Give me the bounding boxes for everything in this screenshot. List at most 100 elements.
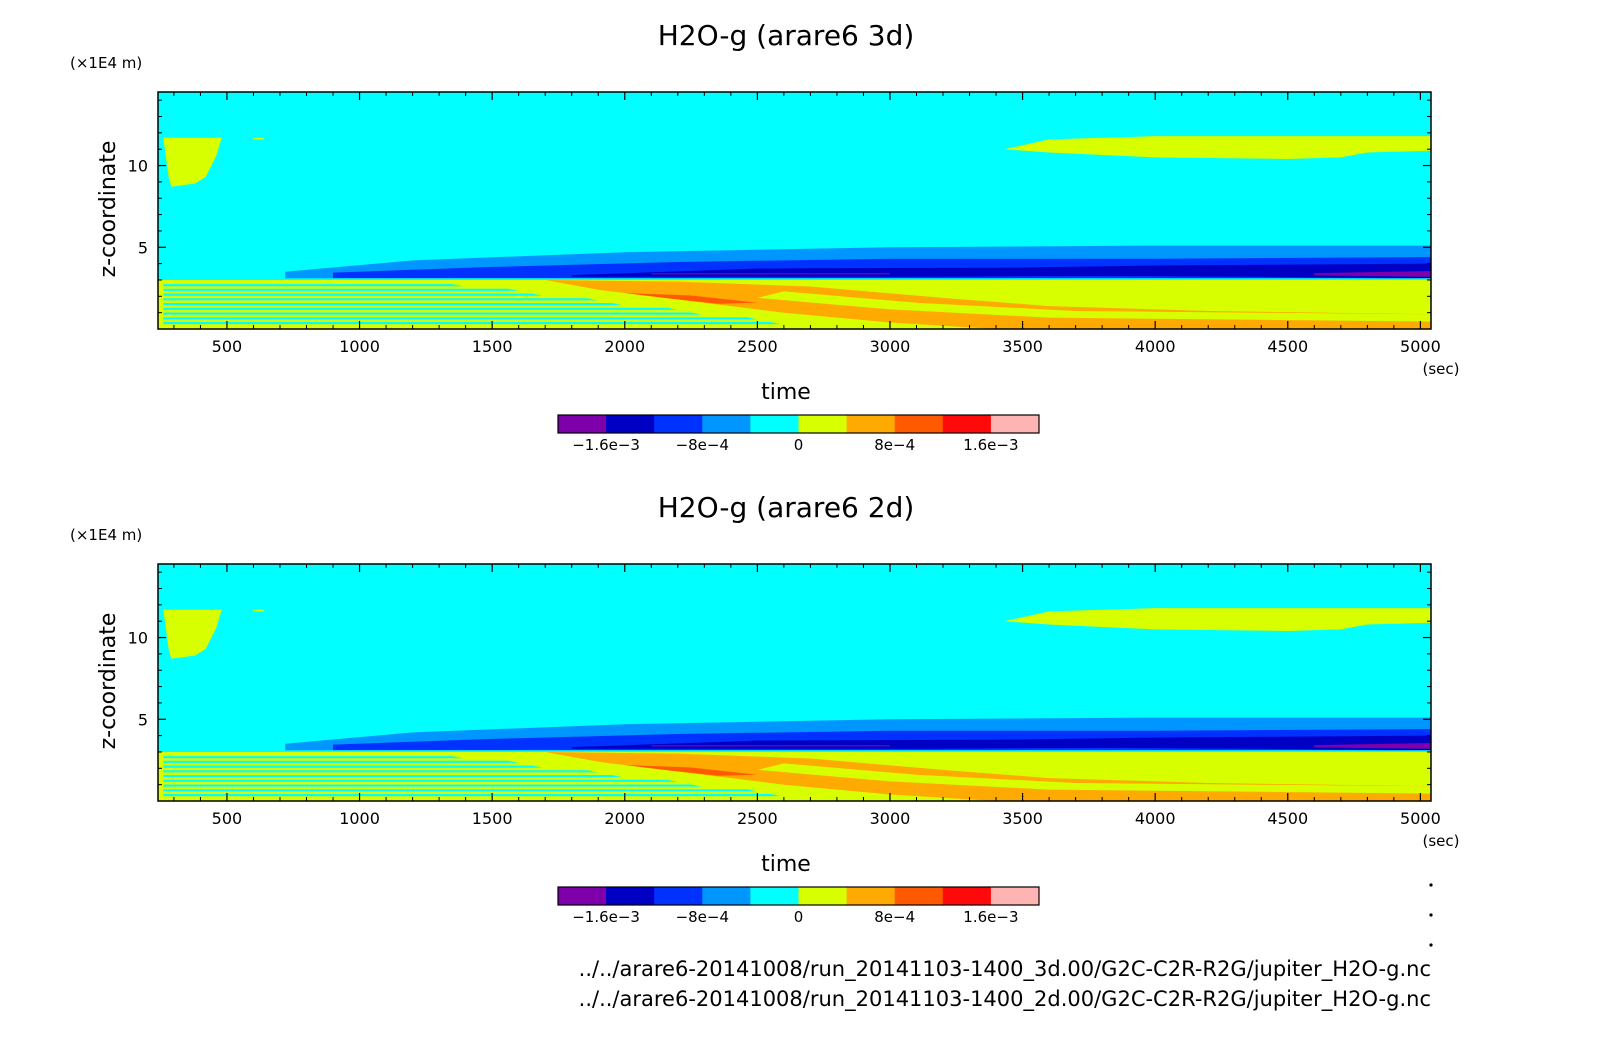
x-tick-label: 4500 bbox=[1267, 337, 1308, 356]
colorbar-frame bbox=[557, 886, 1040, 906]
marker-dot bbox=[1429, 913, 1433, 917]
contour-cyan-stripe bbox=[163, 775, 623, 778]
y-axis-label: z-coordinate bbox=[96, 613, 121, 750]
x-tick-label: 2500 bbox=[737, 809, 778, 828]
y-tick-label: 5 bbox=[138, 238, 148, 257]
contour-red-orange-streak bbox=[624, 293, 758, 304]
contour-yellow-inlay bbox=[757, 763, 1431, 794]
x-axis-label: time bbox=[761, 380, 811, 405]
contour-upper-right-band bbox=[1004, 608, 1431, 631]
marker-dot bbox=[1429, 883, 1433, 887]
colorbar-tick-label: 8e−4 bbox=[874, 436, 915, 454]
x-tick-label: 2000 bbox=[604, 809, 645, 828]
colorbar-swatch bbox=[942, 415, 992, 433]
contour-cyan-stripe bbox=[163, 765, 543, 768]
contour-fills bbox=[158, 92, 1431, 329]
colorbar-swatch bbox=[750, 887, 799, 905]
x-tick-label: 3000 bbox=[870, 337, 911, 356]
plot-frame bbox=[157, 563, 1432, 802]
contour-plot bbox=[158, 564, 1431, 801]
contour-red-orange-streak bbox=[624, 765, 758, 776]
y-unit-label: (×1E4 m) bbox=[70, 54, 142, 72]
contour-cyan-stripe bbox=[163, 756, 464, 759]
colorbar-swatch bbox=[846, 887, 896, 905]
contour-bottom-strip bbox=[1022, 323, 1431, 329]
plot-frame bbox=[157, 91, 1432, 330]
x-tick-label: 3500 bbox=[1002, 809, 1043, 828]
contour-upper-left-plume bbox=[158, 137, 222, 187]
colorbar-tick-label: 0 bbox=[794, 436, 804, 454]
contour-purple-streak bbox=[1314, 271, 1431, 277]
colorbar-swatch bbox=[606, 415, 655, 433]
colorbar-swatch bbox=[990, 887, 1040, 905]
marker-dot bbox=[1429, 943, 1433, 947]
x-tick-label: 3500 bbox=[1002, 337, 1043, 356]
colorbar-swatch bbox=[894, 887, 944, 905]
x-tick-label: 4000 bbox=[1135, 809, 1176, 828]
contour-dark-blue-core bbox=[571, 263, 1431, 280]
contour-purple-streak bbox=[1314, 743, 1431, 749]
panel-title: H2O-g (arare6 2d) bbox=[658, 491, 915, 524]
contour-yellow-inlay bbox=[757, 291, 1431, 322]
x-axis-label: time bbox=[761, 852, 811, 877]
contour-cyan-stripe bbox=[163, 317, 758, 320]
contour-bottom-strip bbox=[1022, 795, 1431, 801]
colorbar-swatch bbox=[894, 415, 944, 433]
contour-purple-streak bbox=[651, 745, 890, 747]
x-unit-label: (sec) bbox=[1423, 832, 1460, 850]
contour-cyan-stripe bbox=[163, 322, 782, 325]
colorbar-tick-label: −1.6e−3 bbox=[572, 908, 640, 926]
plot-axes: 500 1000 1500 2000 2500 3000 3500 4000 4500 5000 5… bbox=[128, 91, 1441, 356]
colorbar-swatch bbox=[558, 887, 607, 905]
panel-2d: H2O-g (arare6 2d) (×1E4 m) z-coordinate … bbox=[70, 491, 1460, 926]
contour-upper-streak bbox=[253, 609, 265, 612]
x-tick-label: 3000 bbox=[870, 809, 911, 828]
y-tick-label: 10 bbox=[128, 157, 148, 176]
colorbar-tick-label: 1.6e−3 bbox=[963, 436, 1018, 454]
colorbar-swatch bbox=[798, 887, 848, 905]
colorbar-swatch bbox=[702, 887, 751, 905]
contour-plot bbox=[158, 92, 1431, 329]
contour-fills bbox=[158, 564, 1431, 801]
contour-cyan-stripe bbox=[163, 770, 599, 773]
colorbar-swatch bbox=[846, 415, 896, 433]
colorbar-tick-label: −1.6e−3 bbox=[572, 436, 640, 454]
contour-upper-left-plume bbox=[158, 609, 222, 659]
colorbar-swatch bbox=[654, 415, 703, 433]
panel-3d: H2O-g (arare6 3d) (×1E4 m) z-coordinate … bbox=[70, 19, 1460, 454]
contour-purple-streak bbox=[651, 273, 890, 275]
colorbar-swatch bbox=[702, 415, 751, 433]
contour-cyan-stripe bbox=[163, 760, 519, 763]
x-tick-label: 1000 bbox=[339, 809, 380, 828]
panel-title: H2O-g (arare6 3d) bbox=[658, 19, 915, 52]
colorbar-swatch bbox=[606, 887, 655, 905]
colorbar-swatch bbox=[990, 415, 1040, 433]
x-tick-label: 1000 bbox=[339, 337, 380, 356]
x-tick-label: 500 bbox=[212, 809, 243, 828]
y-axis-label: z-coordinate bbox=[96, 141, 121, 278]
x-tick-label: 5000 bbox=[1400, 337, 1441, 356]
contour-cyan-stripe bbox=[163, 288, 519, 291]
contour-upper-right-band bbox=[1004, 136, 1431, 159]
x-tick-label: 2500 bbox=[737, 337, 778, 356]
contour-dark-blue-core bbox=[571, 735, 1431, 752]
colorbar-tick-label: 8e−4 bbox=[874, 908, 915, 926]
colorbar: −1.6e−3 −8e−4 0 8e−4 1.6e−3 bbox=[557, 414, 1040, 454]
contour-cyan-stripe bbox=[163, 312, 702, 315]
colorbar-tick-label: 0 bbox=[794, 908, 804, 926]
colorbar-swatch bbox=[558, 415, 607, 433]
contour-cyan-stripe bbox=[163, 307, 678, 310]
colorbar-swatch bbox=[750, 415, 799, 433]
x-tick-label: 4000 bbox=[1135, 337, 1176, 356]
colorbar-tick-label: 1.6e−3 bbox=[963, 908, 1018, 926]
contour-cyan-stripe bbox=[163, 293, 543, 296]
x-tick-label: 5000 bbox=[1400, 809, 1441, 828]
colorbar-tick-label: −8e−4 bbox=[676, 908, 729, 926]
x-tick-label: 1500 bbox=[472, 809, 513, 828]
x-unit-label: (sec) bbox=[1423, 360, 1460, 378]
plot-axes: 500 1000 1500 2000 2500 3000 3500 4000 4500 5000 5… bbox=[128, 563, 1441, 828]
contour-cyan-stripe bbox=[163, 794, 782, 797]
colorbar-swatch bbox=[654, 887, 703, 905]
